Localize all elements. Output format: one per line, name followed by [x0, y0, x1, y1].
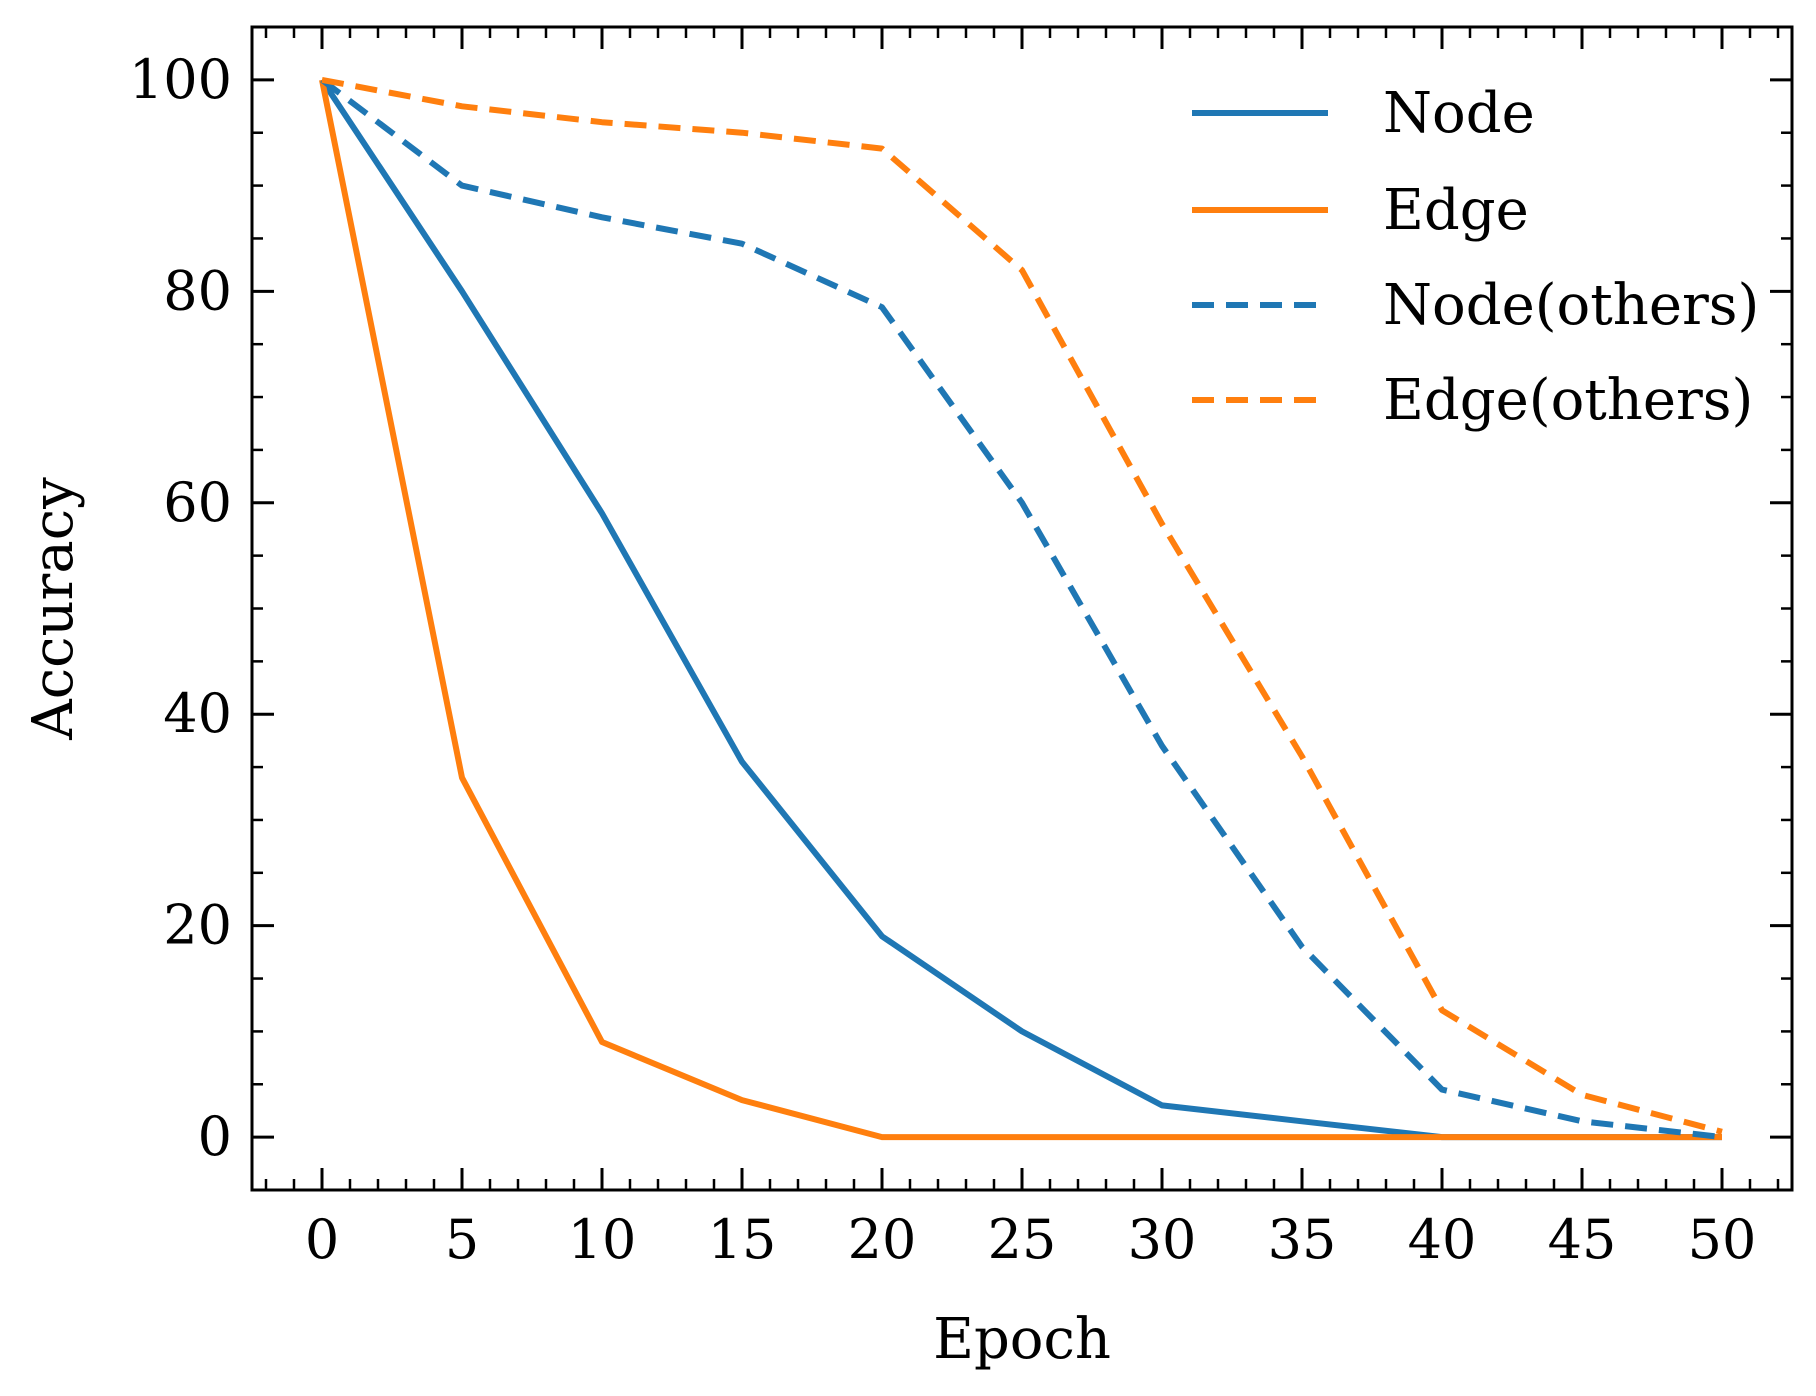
x-axis-label: Epoch [933, 1307, 1111, 1372]
x-tick-label: 45 [1548, 1208, 1617, 1271]
y-tick-label: 80 [163, 259, 232, 322]
y-tick-label: 60 [163, 471, 232, 534]
x-tick-label: 10 [568, 1208, 637, 1271]
legend-label-node-others: Node(others) [1383, 273, 1759, 338]
y-axis-label: Accuracy [21, 477, 86, 741]
x-tick-label: 20 [848, 1208, 917, 1271]
x-tick-label: 0 [305, 1208, 339, 1271]
x-tick-label: 40 [1408, 1208, 1477, 1271]
legend-label-edge: Edge [1383, 178, 1529, 243]
x-tick-label: 25 [988, 1208, 1057, 1271]
series-line-edge [319, 79, 1722, 1141]
major-ticks [252, 27, 1792, 1190]
series-layer [319, 76, 1723, 1141]
legend-label-node: Node [1383, 81, 1535, 146]
x-tick-label: 50 [1688, 1208, 1757, 1271]
y-tick-label: 0 [198, 1105, 232, 1168]
x-tick-label: 30 [1128, 1208, 1197, 1271]
x-tick-label: 15 [708, 1208, 777, 1271]
series-line-edge-others [321, 76, 1723, 1135]
legend: Node Edge Node(others) Edge(others) [1192, 81, 1759, 433]
series-line-node-others [320, 77, 1723, 1141]
x-tick-label: 35 [1268, 1208, 1337, 1271]
legend-label-edge-others: Edge(others) [1383, 368, 1753, 433]
x-tick-label: 5 [445, 1208, 479, 1271]
minor-ticks [252, 25, 1792, 1192]
tick-labels: 0 5 10 15 20 25 30 35 40 45 50 0 20 40 60 80 100 [129, 48, 1756, 1271]
y-tick-label: 100 [129, 48, 232, 111]
y-tick-label: 40 [163, 682, 232, 745]
y-tick-label: 20 [163, 894, 232, 957]
plot-frame [250, 25, 1794, 1192]
